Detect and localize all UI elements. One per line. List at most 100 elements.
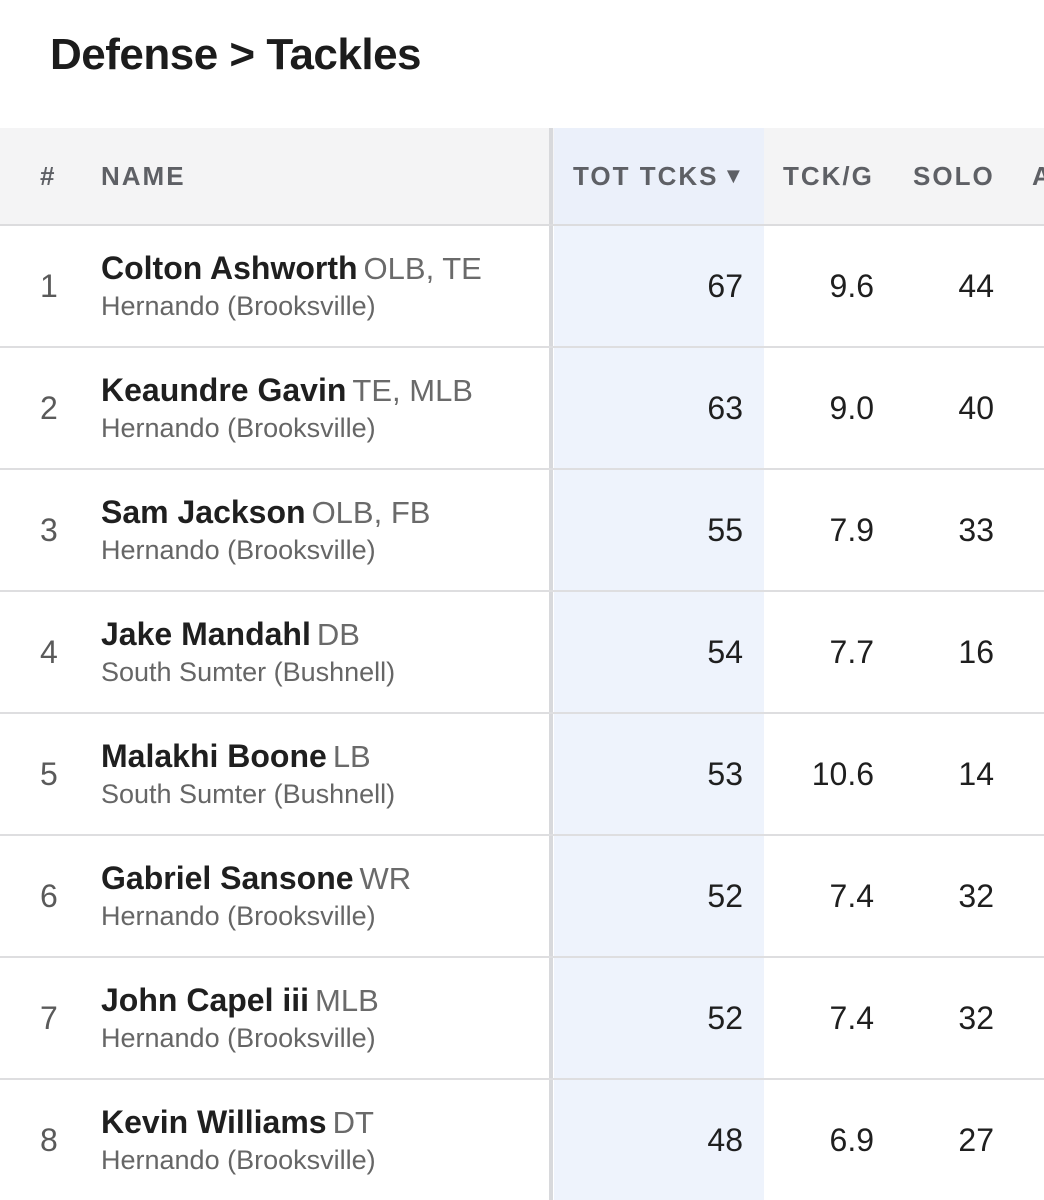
player-name-link[interactable]: Malakhi Boone — [101, 738, 327, 774]
table-row[interactable]: 4 Jake Mandahl DB South Sumter (Bushnell)… — [0, 592, 1044, 714]
tck-per-game-cell: 9.6 — [829, 268, 874, 304]
tot-tcks-cell: 52 — [707, 878, 743, 914]
column-divider — [549, 348, 553, 468]
player-school: Hernando (Brooksville) — [101, 1145, 376, 1175]
player-name-link[interactable]: Gabriel Sansone — [101, 860, 354, 896]
solo-cell: 32 — [958, 1000, 994, 1036]
tot-tcks-cell: 54 — [707, 634, 743, 670]
rank-cell: 5 — [40, 756, 58, 792]
rank-cell: 4 — [40, 634, 58, 670]
column-divider — [549, 470, 553, 590]
table-row[interactable]: 7 John Capel iii MLB Hernando (Brooksvill… — [0, 958, 1044, 1080]
player-name-link[interactable]: John Capel iii — [101, 982, 310, 1018]
player-cell: Colton Ashworth OLB, TE Hernando (Brooksv… — [101, 250, 482, 322]
sorted-column-highlight — [554, 958, 764, 1078]
solo-cell: 33 — [958, 512, 994, 548]
player-cell: John Capel iii MLB Hernando (Brooksville) — [101, 982, 379, 1054]
header-tck-per-game[interactable]: TCK/G — [783, 161, 874, 191]
player-position: DT — [332, 1105, 374, 1140]
table-row[interactable]: 1 Colton Ashworth OLB, TE Hernando (Brook… — [0, 226, 1044, 348]
header-tot-tcks[interactable]: TOT TCKS ▼ — [573, 128, 746, 224]
rank-cell: 2 — [40, 390, 58, 426]
player-school: South Sumter (Bushnell) — [101, 657, 396, 687]
column-divider — [549, 1080, 553, 1200]
table-row[interactable]: 6 Gabriel Sansone WR Hernando (Brooksvill… — [0, 836, 1044, 958]
tot-tcks-cell: 55 — [707, 512, 743, 548]
player-school: Hernando (Brooksville) — [101, 535, 376, 565]
player-cell: Sam Jackson OLB, FB Hernando (Brooksville… — [101, 494, 430, 566]
player-cell: Gabriel Sansone WR Hernando (Brooksville) — [101, 860, 411, 932]
player-name-link[interactable]: Kevin Williams — [101, 1104, 327, 1140]
column-divider — [549, 836, 553, 956]
column-divider — [549, 714, 553, 834]
tot-tcks-cell: 67 — [707, 268, 743, 304]
sort-descending-icon: ▼ — [722, 163, 747, 188]
player-position: MLB — [315, 983, 379, 1018]
player-position: WR — [359, 861, 412, 896]
rank-cell: 8 — [40, 1122, 58, 1158]
player-position: TE, MLB — [352, 373, 473, 408]
table-row[interactable]: 2 Keaundre Gavin TE, MLB Hernando (Brooks… — [0, 348, 1044, 470]
header-tot-tcks-label: TOT TCKS — [573, 161, 719, 191]
player-cell: Keaundre Gavin TE, MLB Hernando (Brooksvi… — [101, 372, 473, 444]
player-position: DB — [316, 617, 360, 652]
tck-per-game-cell: 7.4 — [829, 878, 874, 914]
rank-cell: 6 — [40, 878, 58, 914]
player-position: LB — [332, 739, 371, 774]
tck-per-game-cell: 7.4 — [829, 1000, 874, 1036]
solo-cell: 14 — [958, 756, 994, 792]
table-header: # NAME TOT TCKS ▼ TCK/G SOLO A — [0, 128, 1044, 226]
sorted-column-highlight — [554, 592, 764, 712]
rank-cell: 3 — [40, 512, 58, 548]
solo-cell: 32 — [958, 878, 994, 914]
tot-tcks-cell: 52 — [707, 1000, 743, 1036]
player-name-link[interactable]: Keaundre Gavin — [101, 372, 347, 408]
header-rank[interactable]: # — [40, 161, 57, 191]
player-cell: Kevin Williams DT Hernando (Brooksville) — [101, 1104, 376, 1176]
player-cell: Jake Mandahl DB South Sumter (Bushnell) — [101, 616, 395, 688]
player-position: OLB, FB — [311, 495, 431, 530]
table-row[interactable]: 3 Sam Jackson OLB, FB Hernando (Brooksvil… — [0, 470, 1044, 592]
player-position: OLB, TE — [363, 251, 482, 286]
rank-cell: 7 — [40, 1000, 58, 1036]
page-title: Defense > Tackles — [50, 30, 422, 79]
player-name-link[interactable]: Jake Mandahl — [101, 616, 311, 652]
player-school: Hernando (Brooksville) — [101, 901, 376, 931]
player-school: Hernando (Brooksville) — [101, 1023, 376, 1053]
tck-per-game-cell: 10.6 — [811, 756, 874, 792]
column-divider — [549, 128, 553, 224]
player-cell: Malakhi Boone LB South Sumter (Bushnell) — [101, 738, 395, 810]
tck-per-game-cell: 6.9 — [829, 1122, 874, 1158]
tck-per-game-cell: 7.9 — [829, 512, 874, 548]
sorted-column-highlight — [554, 1080, 764, 1200]
player-school: South Sumter (Bushnell) — [101, 779, 396, 809]
solo-cell: 40 — [958, 390, 994, 426]
player-name-link[interactable]: Sam Jackson — [101, 494, 306, 530]
column-divider — [549, 592, 553, 712]
column-divider — [549, 958, 553, 1078]
table-row[interactable]: 8 Kevin Williams DT Hernando (Brooksville… — [0, 1080, 1044, 1200]
header-solo[interactable]: SOLO — [913, 161, 995, 191]
tot-tcks-cell: 53 — [707, 756, 743, 792]
tck-per-game-cell: 7.7 — [829, 634, 874, 670]
sorted-column-highlight — [554, 226, 764, 346]
header-partial-column[interactable]: A — [1032, 161, 1044, 191]
tot-tcks-cell: 48 — [707, 1122, 743, 1158]
header-name[interactable]: NAME — [101, 161, 186, 191]
player-school: Hernando (Brooksville) — [101, 291, 376, 321]
player-name-link[interactable]: Colton Ashworth — [101, 250, 358, 286]
solo-cell: 27 — [958, 1122, 994, 1158]
sorted-column-highlight — [554, 128, 764, 224]
stats-table: # NAME TOT TCKS ▼ TCK/G SOLO A 1 Colton A… — [0, 128, 1044, 1200]
column-divider — [549, 226, 553, 346]
sorted-column-highlight — [554, 470, 764, 590]
sorted-column-highlight — [554, 348, 764, 468]
sorted-column-highlight — [554, 714, 764, 834]
tot-tcks-cell: 63 — [707, 390, 743, 426]
tck-per-game-cell: 9.0 — [829, 390, 874, 426]
table-body: 1 Colton Ashworth OLB, TE Hernando (Brook… — [0, 226, 1044, 1200]
solo-cell: 44 — [958, 268, 994, 304]
rank-cell: 1 — [40, 268, 58, 304]
table-row[interactable]: 5 Malakhi Boone LB South Sumter (Bushnell… — [0, 714, 1044, 836]
